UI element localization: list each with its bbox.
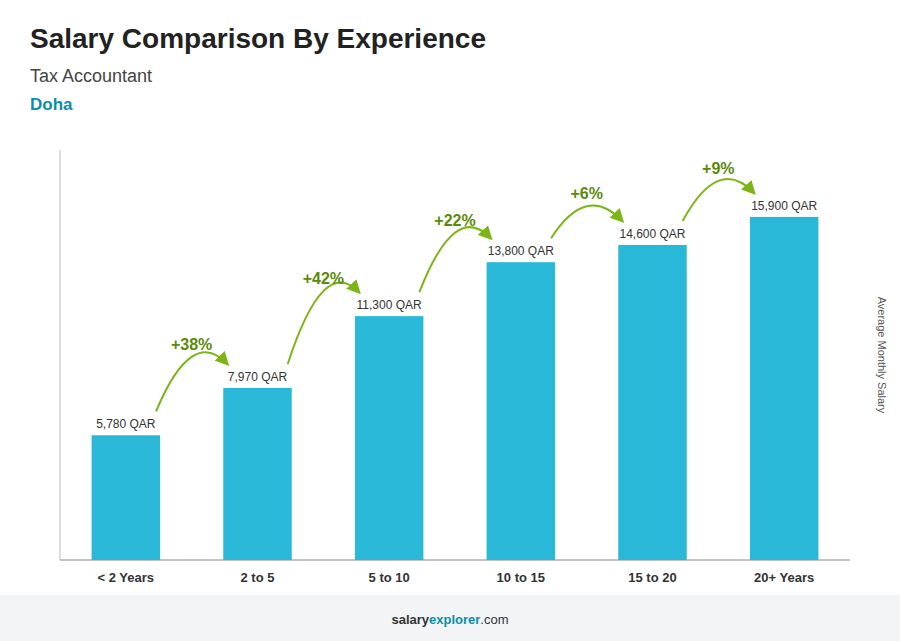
bars: [92, 217, 819, 560]
data-label: 7,970 QAR: [228, 370, 288, 384]
data-label: 14,600 QAR: [619, 227, 685, 241]
title: Salary Comparison By Experience: [30, 23, 486, 54]
chart-container: Salary Comparison By Experience Tax Accou…: [0, 0, 900, 641]
footer-part: salary: [391, 612, 429, 627]
x-tick-label: 10 to 15: [497, 570, 545, 585]
data-label: 5,780 QAR: [96, 417, 156, 431]
annotation: +38%: [171, 336, 212, 353]
bar: [355, 316, 423, 560]
x-tick-label: 5 to 10: [369, 570, 410, 585]
annotation: +6%: [570, 185, 602, 202]
x-axis-line: [60, 560, 850, 561]
bar: [92, 435, 160, 560]
annotation: +42%: [303, 270, 344, 287]
chart: Salary Comparison By Experience Tax Accou…: [0, 0, 900, 641]
x-tick-label: 2 to 5: [241, 570, 275, 585]
background: [0, 0, 900, 641]
data-label: 13,800 QAR: [488, 244, 554, 258]
data-label: 11,300 QAR: [357, 298, 422, 312]
bar: [618, 245, 686, 560]
footer-part: .com: [480, 612, 508, 627]
annotation-arrow: [683, 179, 754, 221]
subtitle: Doha: [30, 95, 73, 114]
annotation-arrow: [551, 205, 622, 238]
x-tick-label: 20+ Years: [754, 570, 814, 585]
footer-part: explorer: [429, 612, 480, 627]
bar: [487, 262, 555, 560]
x-tick-label: 15 to 20: [628, 570, 676, 585]
annotation: +9%: [702, 160, 734, 177]
subtitle: Tax Accountant: [30, 66, 152, 86]
bar: [223, 388, 291, 560]
annotation: +22%: [434, 212, 475, 229]
annotation-arrow: [288, 282, 359, 364]
annotation-arrow: [156, 352, 227, 411]
data-label: 15,900 QAR: [751, 199, 817, 213]
footer-strip: [0, 595, 900, 641]
y-axis-line: [60, 150, 61, 560]
footer: salaryexplorer.com: [391, 612, 508, 627]
x-tick-label: < 2 Years: [98, 570, 155, 585]
bar: [750, 217, 818, 560]
y-axis-label: Average Monthly Salary: [876, 297, 888, 414]
annotation-arrow: [419, 227, 490, 292]
